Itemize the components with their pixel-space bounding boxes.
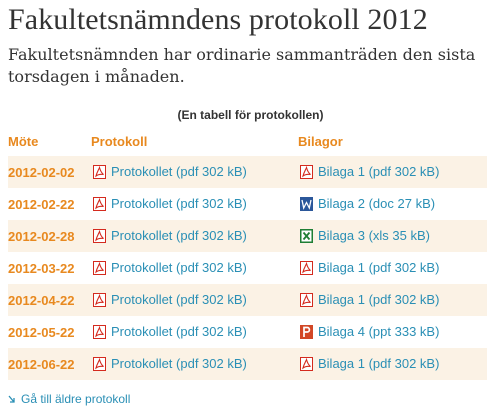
meeting-date: 2012-02-22 bbox=[8, 197, 75, 212]
table-row: 2012-02-02 Protokollet (pdf 302 kB) Bilaga… bbox=[8, 156, 487, 188]
minutes-link-label: Protokollet (pdf 302 kB) bbox=[111, 164, 247, 179]
table-caption: (En tabell för protokollen) bbox=[177, 108, 324, 122]
attachment-link-label: Bilaga 1 (pdf 302 kB) bbox=[318, 356, 440, 371]
pdf-icon bbox=[300, 164, 313, 179]
pdf-icon bbox=[300, 260, 313, 275]
pdf-icon bbox=[93, 260, 106, 275]
older-minutes-link-label: Gå till äldre protokoll bbox=[21, 392, 131, 406]
minutes-link-label: Protokollet (pdf 302 kB) bbox=[111, 292, 247, 307]
minutes-table: Möte Protokoll Bilagor 2012-02-02 Protoko… bbox=[8, 128, 487, 380]
minutes-link[interactable]: Protokollet (pdf 302 kB) bbox=[93, 196, 247, 211]
minutes-link[interactable]: Protokollet (pdf 302 kB) bbox=[93, 228, 247, 243]
minutes-link-label: Protokollet (pdf 302 kB) bbox=[111, 356, 247, 371]
attachment-link[interactable]: Bilaga 4 (ppt 333 kB) bbox=[300, 324, 439, 339]
meeting-date: 2012-05-22 bbox=[8, 325, 75, 340]
attachment-link-label: Bilaga 4 (ppt 333 kB) bbox=[318, 324, 440, 339]
page-title: Fakultetsnämndens protokoll 2012 bbox=[8, 3, 428, 36]
pdf-icon bbox=[93, 292, 106, 307]
table-body: 2012-02-02 Protokollet (pdf 302 kB) Bilaga… bbox=[8, 156, 487, 380]
table-row: 2012-02-28 Protokollet (pdf 302 kB) Bilaga… bbox=[8, 220, 487, 252]
pdf-icon bbox=[93, 228, 106, 243]
attachment-link[interactable]: Bilaga 3 (xls 35 kB) bbox=[300, 228, 430, 243]
table-row: 2012-03-22 Protokollet (pdf 302 kB) Bilaga… bbox=[8, 252, 487, 284]
attachment-link-label: Bilaga 2 (doc 27 kB) bbox=[318, 196, 436, 211]
minutes-link-label: Protokollet (pdf 302 kB) bbox=[111, 196, 247, 211]
attachment-link[interactable]: Bilaga 1 (pdf 302 kB) bbox=[300, 164, 439, 179]
arrow-down-right-icon bbox=[8, 395, 15, 403]
attachment-link-label: Bilaga 1 (pdf 302 kB) bbox=[318, 292, 440, 307]
header-attachments: Bilagor bbox=[298, 134, 343, 149]
minutes-link[interactable]: Protokollet (pdf 302 kB) bbox=[93, 260, 247, 275]
word-icon bbox=[300, 196, 313, 211]
header-minutes: Protokoll bbox=[91, 134, 148, 149]
minutes-link[interactable]: Protokollet (pdf 302 kB) bbox=[93, 164, 247, 179]
meeting-date: 2012-04-22 bbox=[8, 293, 75, 308]
table-row: 2012-06-22 Protokollet (pdf 302 kB) Bilaga… bbox=[8, 348, 487, 380]
pdf-icon bbox=[300, 292, 313, 307]
table-row: 2012-02-22 Protokollet (pdf 302 kB) Bilaga… bbox=[8, 188, 487, 220]
attachment-link[interactable]: Bilaga 2 (doc 27 kB) bbox=[300, 196, 435, 211]
attachment-link[interactable]: Bilaga 1 (pdf 302 kB) bbox=[300, 292, 439, 307]
meeting-date: 2012-06-22 bbox=[8, 357, 75, 372]
attachment-link-label: Bilaga 1 (pdf 302 kB) bbox=[318, 164, 440, 179]
pdf-icon bbox=[93, 356, 106, 371]
minutes-link[interactable]: Protokollet (pdf 302 kB) bbox=[93, 356, 247, 371]
intro-text: Fakultetsnämnden har ordinarie sammanträ… bbox=[8, 45, 476, 86]
table-row: 2012-04-22 Protokollet (pdf 302 kB) Bilaga… bbox=[8, 284, 487, 316]
minutes-link-label: Protokollet (pdf 302 kB) bbox=[111, 260, 247, 275]
pdf-icon bbox=[93, 196, 106, 211]
pdf-icon bbox=[300, 356, 313, 371]
pdf-icon bbox=[93, 164, 106, 179]
meeting-date: 2012-02-02 bbox=[8, 165, 75, 180]
header-meeting: Möte bbox=[8, 134, 39, 149]
attachment-link[interactable]: Bilaga 1 (pdf 302 kB) bbox=[300, 356, 439, 371]
attachment-link-label: Bilaga 3 (xls 35 kB) bbox=[318, 228, 430, 243]
table-row: 2012-05-22 Protokollet (pdf 302 kB) Bilaga… bbox=[8, 316, 487, 348]
minutes-link[interactable]: Protokollet (pdf 302 kB) bbox=[93, 324, 247, 339]
meeting-date: 2012-03-22 bbox=[8, 261, 75, 276]
excel-icon bbox=[300, 228, 313, 243]
pdf-icon bbox=[93, 324, 106, 339]
table-header: Möte Protokoll Bilagor bbox=[8, 128, 487, 156]
minutes-link-label: Protokollet (pdf 302 kB) bbox=[111, 228, 247, 243]
powerpoint-icon bbox=[300, 324, 313, 339]
meeting-date: 2012-02-28 bbox=[8, 229, 75, 244]
minutes-link-label: Protokollet (pdf 302 kB) bbox=[111, 324, 247, 339]
older-minutes-link[interactable]: Gå till äldre protokoll bbox=[8, 392, 130, 406]
attachment-link-label: Bilaga 1 (pdf 302 kB) bbox=[318, 260, 440, 275]
minutes-link[interactable]: Protokollet (pdf 302 kB) bbox=[93, 292, 247, 307]
attachment-link[interactable]: Bilaga 1 (pdf 302 kB) bbox=[300, 260, 439, 275]
